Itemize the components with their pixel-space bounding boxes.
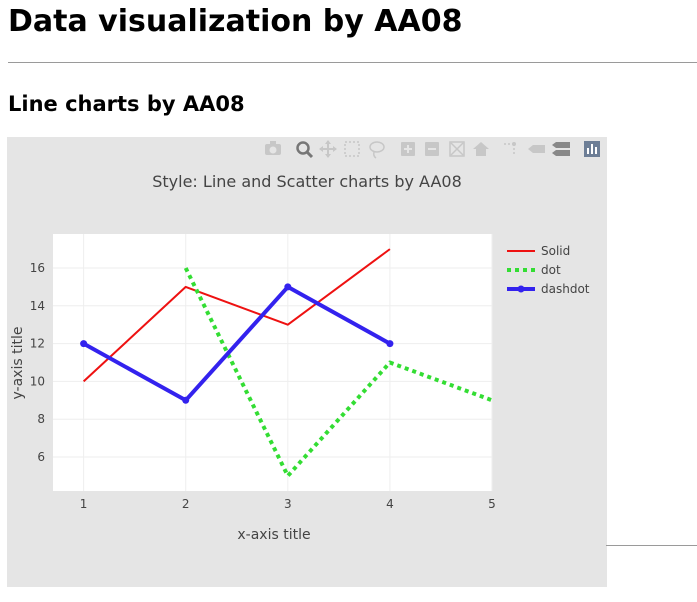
page-heading: Data visualization by AA08	[8, 4, 463, 39]
y-tick-label: 8	[37, 412, 45, 426]
y-tick-label: 16	[30, 261, 45, 275]
box-select-icon[interactable]: Box Select	[344, 141, 360, 157]
data-point[interactable]	[284, 283, 292, 291]
zoom-in-icon[interactable]: Zoom in	[401, 142, 415, 156]
x-tick-label: 3	[284, 497, 292, 511]
section-heading: Line charts by AA08	[8, 92, 245, 116]
divider	[8, 62, 697, 63]
y-tick-label: 12	[30, 337, 45, 351]
data-point[interactable]	[80, 340, 88, 348]
zoom-out-icon[interactable]: Zoom out	[425, 142, 439, 156]
y-tick-label: 10	[30, 374, 45, 388]
modebar: Download plot as a png Zoom Pan Box Select L…	[265, 140, 600, 159]
line-chart: Download plot as a png Zoom Pan Box Select L…	[10, 140, 600, 543]
hover-closest-icon[interactable]: Show closest data on hover	[528, 145, 545, 153]
lasso-select-icon[interactable]: Lasso Select	[369, 141, 385, 159]
series-line-dashdot[interactable]	[82, 284, 391, 403]
plotly-logo-icon[interactable]: Produced with Plotly	[584, 141, 600, 157]
plot-container: Download plot as a png Zoom Pan Box Select L…	[7, 137, 607, 587]
series-line-dot[interactable]	[183, 267, 493, 478]
autoscale-icon[interactable]: Autoscale	[449, 141, 465, 157]
x-axis-title: x-axis title	[237, 527, 310, 543]
hover-compare-icon[interactable]: Compare data on hover	[552, 142, 570, 156]
x-tick-label: 2	[182, 497, 190, 511]
zoom-icon[interactable]: Zoom	[296, 141, 314, 159]
y-tick-label: 6	[37, 450, 45, 464]
spike-lines-icon[interactable]: Toggle Spike Lines	[504, 142, 516, 156]
data-point[interactable]	[182, 396, 190, 404]
x-tick-label: 4	[386, 497, 394, 511]
legend-item-solid[interactable]: Solid	[507, 244, 570, 258]
legend: Solid dot dashdot	[507, 244, 590, 296]
plot-area[interactable]	[53, 234, 492, 491]
legend-label: dashdot	[541, 282, 590, 296]
x-tick-label: 5	[488, 497, 496, 511]
chart-title: Style: Line and Scatter charts by AA08	[152, 172, 462, 191]
legend-item-dot[interactable]: dot	[507, 263, 561, 277]
legend-item-dashdot[interactable]: dashdot	[507, 282, 590, 296]
data-point[interactable]	[386, 340, 394, 348]
home-icon[interactable]: Reset axes	[473, 142, 489, 156]
legend-label: dot	[541, 263, 561, 277]
divider	[606, 545, 697, 546]
x-tick-label: 1	[80, 497, 88, 511]
pan-icon[interactable]: Pan	[319, 140, 337, 158]
y-tick-label: 14	[30, 299, 45, 313]
series-line-solid[interactable]	[82, 248, 391, 383]
y-axis: 6 8 10 12 14 16	[30, 261, 45, 464]
camera-icon[interactable]: Download plot as a png	[265, 141, 281, 155]
legend-label: Solid	[541, 244, 570, 258]
series-layer	[80, 248, 493, 478]
y-axis-title: y-axis title	[10, 327, 26, 400]
x-axis: 1 2 3 4 5	[80, 497, 496, 511]
legend-marker	[517, 285, 525, 293]
